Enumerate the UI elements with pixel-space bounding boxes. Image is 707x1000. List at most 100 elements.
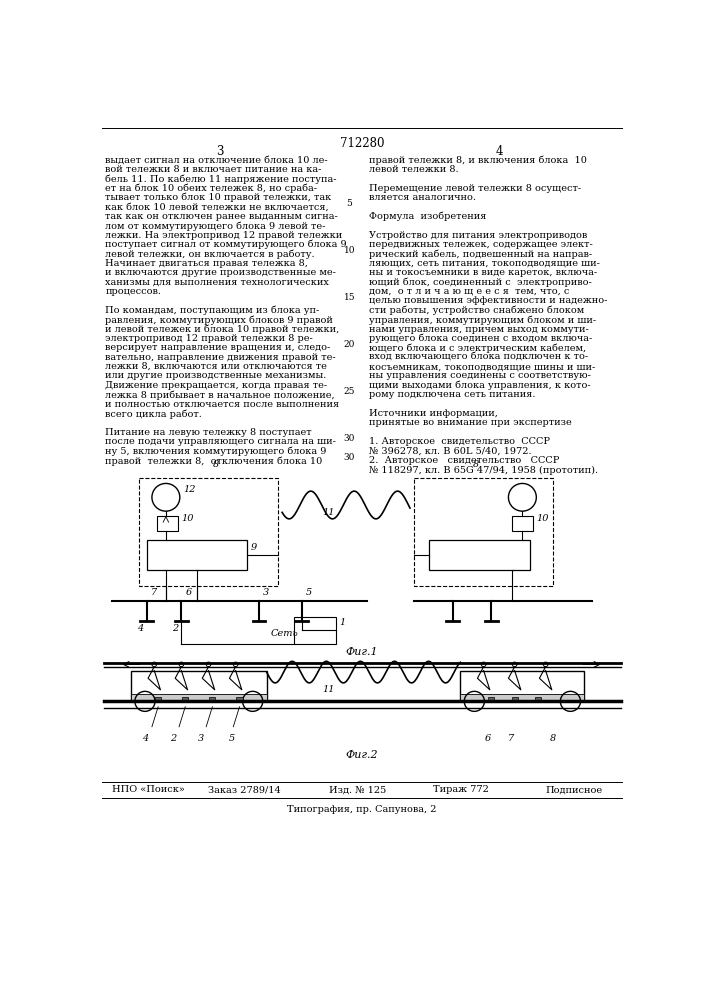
Text: 1: 1 [339,618,346,627]
Text: 25: 25 [344,387,356,396]
Bar [131,694,267,701]
Text: ны и токосъемники в виде кареток, включа-: ны и токосъемники в виде кареток, включа… [369,268,597,277]
Text: 5: 5 [346,199,353,208]
Text: правой тележки 8, и включения блока  10: правой тележки 8, и включения блока 10 [369,155,587,165]
Bar [209,697,216,701]
Text: ет на блок 10 обеих тележек 8, но сраба-: ет на блок 10 обеих тележек 8, но сраба- [105,184,317,193]
Text: 10: 10 [344,246,356,255]
Text: 11: 11 [322,508,335,517]
Text: Заказ 2789/14: Заказ 2789/14 [209,785,281,794]
Text: передвижных тележек, содержащее элект-: передвижных тележек, содержащее элект- [369,240,592,249]
Text: 8: 8 [550,734,556,743]
Text: и левой тележек и блока 10 правой тележки,: и левой тележек и блока 10 правой тележк… [105,325,339,334]
Text: управления, коммутирующим блоком и ши-: управления, коммутирующим блоком и ши- [369,315,596,325]
Bar [512,697,518,701]
Bar [429,540,530,570]
Text: 712280: 712280 [339,137,384,150]
Text: ющего блока и с электрическим кабелем,: ющего блока и с электрическим кабелем, [369,343,586,353]
Text: или другие производственные механизмы.: или другие производственные механизмы. [105,371,327,380]
Bar [534,697,541,701]
Text: 7: 7 [151,588,157,597]
Text: и включаются другие производственные ме-: и включаются другие производственные ме- [105,268,337,277]
Text: лом от коммутирующего блока 9 левой те-: лом от коммутирующего блока 9 левой те- [105,221,326,231]
Bar [182,697,188,701]
Bar [139,478,279,586]
Text: лежки 8, включаются или отключаются те: лежки 8, включаются или отключаются те [105,362,327,371]
Text: № 396278, кл. В 60L 5/40, 1972.: № 396278, кл. В 60L 5/40, 1972. [369,447,532,456]
Text: 30: 30 [343,453,354,462]
Text: НПО «Поиск»: НПО «Поиск» [112,785,185,794]
Text: ющий блок, соединенный с  электроприво-: ющий блок, соединенный с электроприво- [369,278,592,287]
Text: ляющих, сеть питания, токоподводящие ши-: ляющих, сеть питания, токоподводящие ши- [369,259,600,268]
Text: 10: 10 [537,514,549,523]
Text: выдает сигнал на отключение блока 10 ле-: выдает сигнал на отключение блока 10 ле- [105,155,328,164]
Text: Тираж 772: Тираж 772 [433,785,489,794]
Text: бель 11. По кабелю 11 напряжение поступа-: бель 11. По кабелю 11 напряжение поступа… [105,174,337,184]
Text: 6: 6 [484,734,491,743]
Text: всего цикла работ.: всего цикла работ. [105,409,202,419]
Text: 4: 4 [137,624,144,633]
Text: 1. Авторское  свидетельство  СССР: 1. Авторское свидетельство СССР [369,437,550,446]
Bar [146,540,247,570]
Text: Фиг.2: Фиг.2 [346,750,378,760]
Text: ну 5, включения коммутирующего блока 9: ну 5, включения коммутирующего блока 9 [105,447,327,456]
Text: электропривод 12 правой тележки 8 ре-: электропривод 12 правой тележки 8 ре- [105,334,313,343]
Text: 3: 3 [216,145,224,158]
Text: версирует направление вращения и, следо-: версирует направление вращения и, следо- [105,343,331,352]
Text: дом,  о т л и ч а ю щ е е с я  тем, что, с: дом, о т л и ч а ю щ е е с я тем, что, с [369,287,569,296]
Text: 2.  Авторское   свидетельство   СССР: 2. Авторское свидетельство СССР [369,456,559,465]
Text: рому подключена сеть питания.: рому подключена сеть питания. [369,390,535,399]
Text: 15: 15 [344,293,356,302]
Text: Устройство для питания электроприводов: Устройство для питания электроприводов [369,231,588,240]
Text: Изд. № 125: Изд. № 125 [329,785,386,794]
Text: целью повышения эффективности и надежно-: целью повышения эффективности и надежно- [369,296,607,305]
Text: вход включающего блока подключен к то-: вход включающего блока подключен к то- [369,353,588,362]
Text: и полностью отключается после выполнения: и полностью отключается после выполнения [105,400,339,409]
Text: По командам, поступающим из блока уп-: По командам, поступающим из блока уп- [105,306,320,315]
Text: вательно, направление движения правой те-: вательно, направление движения правой те… [105,353,336,362]
Text: сти работы, устройство снабжено блоком: сти работы, устройство снабжено блоком [369,306,584,315]
Bar [155,697,161,701]
Text: косъемникам, токоподводящие шины и ши-: косъемникам, токоподводящие шины и ши- [369,362,595,371]
Text: после подачи управляющего сигнала на ши-: после подачи управляющего сигнала на ши- [105,437,337,446]
Text: щими выходами блока управления, к кото-: щими выходами блока управления, к кото- [369,381,590,390]
Text: лежки. На электропривод 12 правой тележки: лежки. На электропривод 12 правой тележк… [105,231,343,240]
Text: Источники информации,: Источники информации, [369,409,498,418]
Text: 11: 11 [322,685,335,694]
Text: 8: 8 [213,460,219,469]
Text: Типография, пр. Сапунова, 2: Типография, пр. Сапунова, 2 [287,805,437,814]
Text: 9: 9 [251,543,257,552]
Text: рующего блока соединен с входом включа-: рующего блока соединен с входом включа- [369,334,592,343]
Text: процессов.: процессов. [105,287,161,296]
Text: 2: 2 [172,624,178,633]
Text: рический кабель, подвешенный на направ-: рический кабель, подвешенный на направ- [369,249,592,259]
Text: Фиг.1: Фиг.1 [346,647,378,657]
Text: ны управления соединены с соответствую-: ны управления соединены с соответствую- [369,371,591,380]
Text: Начинает двигаться правая тележка 8,: Начинает двигаться правая тележка 8, [105,259,308,268]
Text: 6: 6 [185,588,192,597]
Text: ханизмы для выполнения технологических: ханизмы для выполнения технологических [105,278,329,287]
Text: 30: 30 [344,434,355,443]
Text: Сеть: Сеть [271,629,298,638]
Text: левой тележки, он включается в работу.: левой тележки, он включается в работу. [105,249,315,259]
Text: 3: 3 [198,734,204,743]
Text: Питание на левую тележку 8 поступает: Питание на левую тележку 8 поступает [105,428,312,437]
Text: 10: 10 [182,514,194,523]
Bar [131,671,267,701]
Text: 8: 8 [473,460,479,469]
Text: лежка 8 прибывает в начальное положение,: лежка 8 прибывает в начальное положение, [105,390,335,400]
Text: 2: 2 [170,734,177,743]
Text: так как он отключен ранее выданным сигна-: так как он отключен ранее выданным сигна… [105,212,338,221]
Text: равления, коммутирующих блоков 9 правой: равления, коммутирующих блоков 9 правой [105,315,333,325]
Bar [156,516,178,531]
Text: 3: 3 [263,588,269,597]
Bar [414,478,554,586]
Text: 5: 5 [228,734,235,743]
Text: поступает сигнал от коммутирующего блока 9: поступает сигнал от коммутирующего блока… [105,240,347,249]
Text: принятые во внимание при экспертизе: принятые во внимание при экспертизе [369,418,572,427]
Text: нами управления, причем выход коммути-: нами управления, причем выход коммути- [369,325,589,334]
Text: правой  тележки 8,  отключения блока 10: правой тележки 8, отключения блока 10 [105,456,322,466]
Text: 7: 7 [508,734,514,743]
Text: Перемещение левой тележки 8 осущест-: Перемещение левой тележки 8 осущест- [369,184,581,193]
Text: Формула  изобретения: Формула изобретения [369,212,486,221]
